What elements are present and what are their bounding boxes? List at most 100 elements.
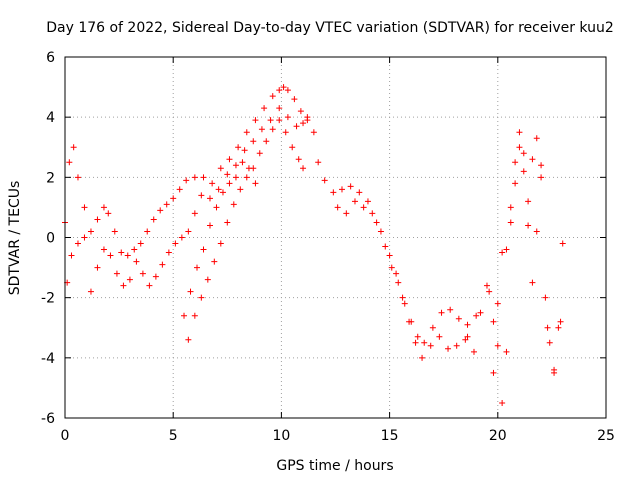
data-point	[395, 279, 402, 286]
data-point	[360, 204, 367, 211]
data-point	[276, 105, 283, 112]
data-point	[464, 321, 471, 328]
data-point	[507, 219, 514, 226]
data-point	[555, 324, 562, 331]
data-point	[230, 201, 237, 208]
data-point	[427, 342, 434, 349]
data-point	[111, 228, 118, 235]
data-point	[538, 162, 545, 169]
data-point	[226, 156, 233, 163]
data-point	[176, 186, 183, 193]
data-point	[377, 228, 384, 235]
data-point	[529, 279, 536, 286]
series-track-f	[486, 144, 564, 376]
data-point	[293, 123, 300, 130]
data-point	[215, 186, 222, 193]
data-point	[490, 318, 497, 325]
data-point	[516, 144, 523, 151]
data-point	[200, 174, 207, 181]
series-track-b	[64, 105, 469, 361]
data-point	[453, 342, 460, 349]
data-point	[183, 177, 190, 184]
data-point	[516, 129, 523, 136]
data-point	[191, 174, 198, 181]
data-point	[163, 201, 170, 208]
data-point	[191, 210, 198, 217]
data-point	[120, 282, 127, 289]
data-point	[284, 87, 291, 94]
data-point	[261, 105, 268, 112]
series-track-c	[185, 117, 307, 343]
data-point	[356, 189, 363, 196]
data-point	[557, 318, 564, 325]
data-point	[282, 129, 289, 136]
data-point	[237, 186, 244, 193]
data-point	[250, 138, 257, 145]
data-point	[187, 288, 194, 295]
data-point	[436, 333, 443, 340]
data-point	[297, 108, 304, 115]
data-point	[107, 252, 114, 259]
data-point	[118, 249, 125, 256]
data-point	[343, 210, 350, 217]
data-point	[507, 204, 514, 211]
data-point	[373, 219, 380, 226]
data-point	[126, 276, 133, 283]
series-track-a	[62, 84, 480, 346]
data-point	[66, 159, 73, 166]
data-point	[310, 129, 317, 136]
data-point	[520, 168, 527, 175]
x-tick-label: 20	[489, 428, 507, 444]
data-point	[503, 246, 510, 253]
plot-frame	[64, 56, 607, 419]
data-point	[191, 312, 198, 319]
data-point	[232, 162, 239, 169]
data-point	[490, 369, 497, 376]
data-point	[252, 117, 259, 124]
data-point	[100, 246, 107, 253]
data-point	[152, 273, 159, 280]
data-point	[68, 252, 75, 259]
data-point	[486, 288, 493, 295]
data-point	[494, 342, 501, 349]
data-point	[401, 300, 408, 307]
data-point	[172, 240, 179, 247]
data-point	[382, 243, 389, 250]
data-point	[243, 174, 250, 181]
data-point	[280, 84, 287, 91]
data-point	[94, 216, 101, 223]
data-point	[338, 186, 345, 193]
data-point	[74, 174, 81, 181]
data-point	[477, 309, 484, 316]
data-point	[347, 183, 354, 190]
data-point	[412, 339, 419, 346]
data-point	[256, 150, 263, 157]
data-point	[235, 144, 242, 151]
data-point	[421, 339, 428, 346]
data-point	[150, 216, 157, 223]
data-point	[217, 240, 224, 247]
data-point	[559, 240, 566, 247]
data-point	[295, 156, 302, 163]
data-point	[139, 270, 146, 277]
data-point	[204, 276, 211, 283]
data-point	[300, 165, 307, 172]
axis-ticks: 0 5 10 15 20 25 -6 -4 -2 0 2 4 6	[41, 50, 615, 444]
data-point	[217, 165, 224, 172]
grid	[65, 57, 606, 418]
data-point	[213, 204, 220, 211]
data-point	[445, 345, 452, 352]
data-point	[211, 258, 218, 265]
y-tick-label: 0	[46, 231, 55, 247]
data-point	[512, 159, 519, 166]
series-track-d	[181, 159, 259, 319]
data-point	[185, 228, 192, 235]
data-point	[438, 309, 445, 316]
data-point	[304, 117, 311, 124]
data-point	[226, 180, 233, 187]
data-point	[399, 294, 406, 301]
data-point	[258, 126, 265, 133]
data-point	[232, 174, 239, 181]
